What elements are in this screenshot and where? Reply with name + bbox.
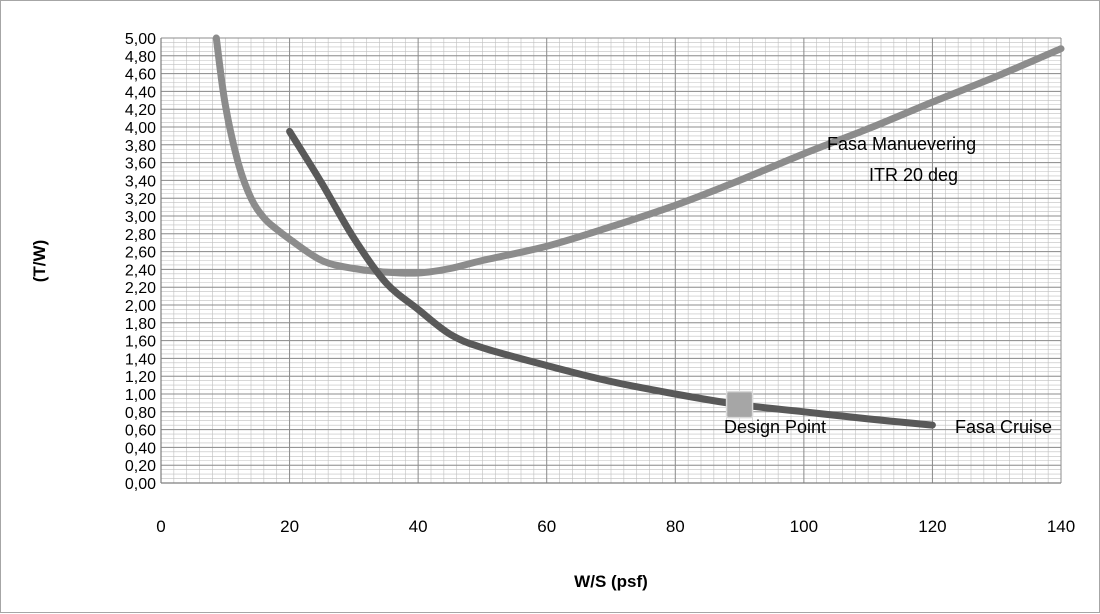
y-axis-title: (T/W) [30,240,49,282]
x-tick-labels: 0 20 40 60 80 100 120 140 [156,517,1075,536]
y-tick-label: 5,00 [125,31,156,48]
x-tick-label: 20 [280,517,299,536]
y-tick-label: 3,80 [125,138,156,155]
annotation-maneuvering-line1: Fasa Manuevering [827,134,976,154]
markers-layer [725,390,754,419]
y-tick-label: 1,00 [125,387,156,404]
y-tick-label: 3,00 [125,209,156,226]
annotation-design-point: Design Point [724,417,826,437]
y-tick-label: 4,60 [125,67,156,84]
y-tick-label: 2,80 [125,227,156,244]
y-tick-label: 2,40 [125,262,156,279]
y-tick-label: 3,60 [125,156,156,173]
y-tick-label: 0,60 [125,423,156,440]
y-tick-label: 0,40 [125,440,156,457]
y-tick-label: 4,20 [125,102,156,119]
y-tick-label: 2,60 [125,245,156,262]
y-tick-label: 3,20 [125,191,156,208]
annotation-maneuvering-line2: ITR 20 deg [869,165,958,185]
axes [160,38,1061,484]
x-tick-label: 140 [1047,517,1075,536]
y-tick-label: 2,20 [125,280,156,297]
y-tick-label: 1,40 [125,351,156,368]
y-tick-label: 2,00 [125,298,156,315]
x-tick-label: 40 [409,517,428,536]
y-tick-label: 0,00 [125,476,156,493]
design-point-marker [725,390,754,419]
y-tick-label: 0,20 [125,458,156,475]
y-tick-label: 1,80 [125,316,156,333]
y-tick-label: 4,80 [125,49,156,66]
x-tick-label: 60 [537,517,556,536]
y-tick-label: 1,20 [125,369,156,386]
x-tick-label: 80 [666,517,685,536]
x-tick-label: 120 [918,517,946,536]
y-tick-label: 1,60 [125,334,156,351]
series-cruise-line [286,127,936,429]
y-tick-label: 3,40 [125,173,156,190]
y-tick-label: 4,00 [125,120,156,137]
y-tick-label: 0,80 [125,405,156,422]
annotation-cruise: Fasa Cruise [955,417,1052,437]
x-axis-title: W/S (psf) [574,572,648,591]
y-tick-labels: 0,000,200,400,600,801,001,201,401,601,80… [125,31,156,493]
series-layer [212,34,1065,429]
series-maneuvering-line [212,34,1065,277]
y-tick-label: 4,40 [125,84,156,101]
x-tick-label: 100 [790,517,818,536]
x-tick-label: 0 [156,517,165,536]
